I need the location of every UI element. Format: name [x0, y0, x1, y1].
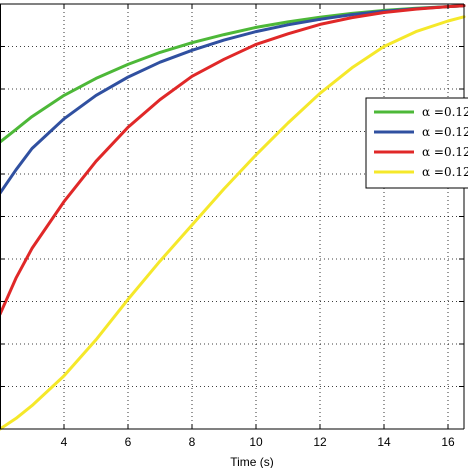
x-tick-label: 8: [189, 435, 196, 449]
series-layer: [0, 4, 466, 431]
x-tick-label: 14: [377, 435, 391, 449]
x-tick-label: 6: [125, 435, 132, 449]
legend-entry-2: α =0.12: [422, 125, 468, 139]
legend-entry-3: α =0.12: [422, 145, 468, 159]
legend-entry-1: α =0.12: [422, 105, 468, 119]
x-tick-labels: 4 6 8 10 12 14 16: [0, 4, 464, 449]
x-tick-label: 10: [249, 435, 263, 449]
series-line-3: [0, 4, 466, 316]
x-tick-label: 12: [313, 435, 327, 449]
series-line-4: [0, 15, 466, 431]
x-axis-label: Time (s): [230, 455, 274, 468]
grid-lines: [0, 4, 464, 429]
x-tick-label: 4: [61, 435, 68, 449]
legend: α =0.12 α =0.12 α =0.12 α =0.12: [365, 97, 468, 189]
x-tick-label: 16: [441, 435, 455, 449]
legend-entry-4: α =0.12: [422, 165, 468, 179]
